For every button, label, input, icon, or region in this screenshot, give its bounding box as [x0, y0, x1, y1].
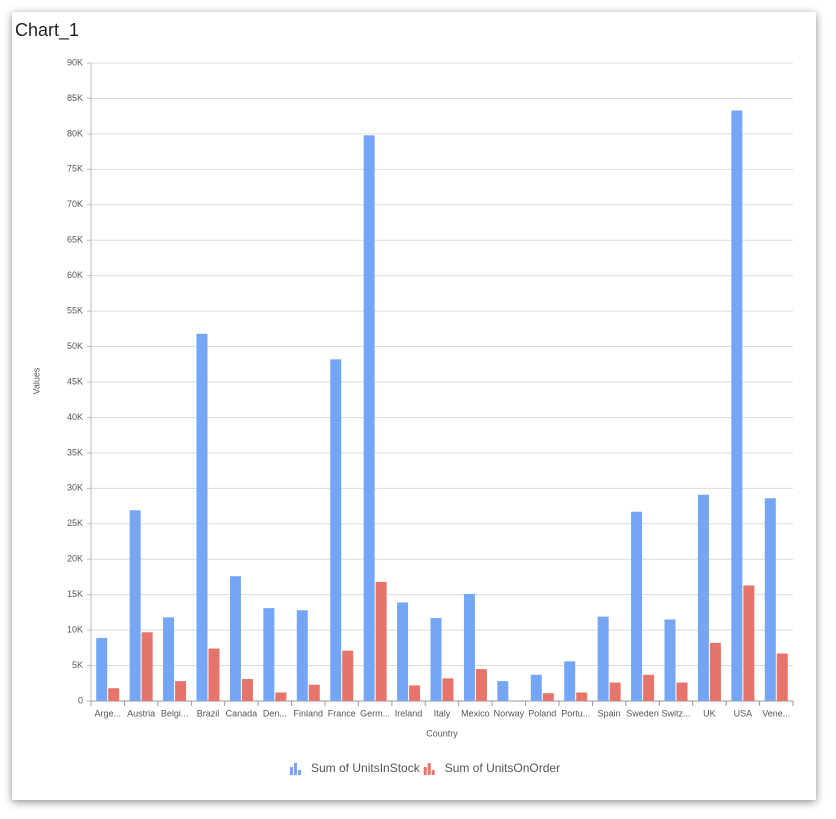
y-tick-label: 45K	[67, 376, 83, 386]
bar	[196, 333, 208, 701]
y-tick-label: 60K	[67, 270, 83, 280]
legend-label: Sum of UnitsOnOrder	[445, 761, 560, 775]
legend-icon	[294, 763, 297, 775]
bar	[208, 648, 220, 701]
bar	[731, 110, 743, 702]
legend-label: Sum of UnitsInStock	[311, 761, 421, 775]
bar	[397, 602, 409, 701]
y-tick-label: 25K	[67, 518, 83, 528]
bar	[542, 693, 554, 701]
legend-icon	[290, 767, 293, 775]
bar	[530, 674, 542, 701]
bar	[229, 576, 241, 701]
x-tick-label: USA	[734, 708, 753, 718]
x-tick-label: France	[328, 708, 356, 718]
y-tick-label: 50K	[67, 341, 83, 351]
bar	[241, 679, 253, 701]
x-tick-label: Canada	[226, 708, 258, 718]
legend-icon	[423, 767, 427, 775]
legend-icon	[431, 770, 435, 775]
x-tick-label: Vene...	[762, 708, 790, 718]
bar	[263, 608, 275, 701]
bar	[475, 669, 487, 701]
y-axis-title: Values	[31, 367, 41, 394]
y-tick-label: 30K	[67, 483, 83, 493]
y-tick-label: 10K	[67, 624, 83, 634]
chart-title: Chart_1	[15, 20, 80, 40]
bar	[129, 510, 141, 701]
y-tick-label: 70K	[67, 199, 83, 209]
y-tick-label: 0	[78, 695, 83, 705]
bar	[497, 681, 509, 701]
bar	[296, 610, 308, 701]
x-tick-label: Finland	[294, 708, 324, 718]
bar	[597, 616, 609, 701]
bar	[275, 692, 287, 701]
bar	[609, 682, 621, 701]
x-axis-title: Country	[426, 728, 458, 738]
bar	[363, 135, 375, 702]
y-tick-label: 35K	[67, 447, 83, 457]
x-tick-label: Ireland	[395, 708, 423, 718]
x-tick-label: Brazil	[197, 708, 220, 718]
bar	[308, 684, 320, 701]
y-tick-label: 5K	[72, 660, 83, 670]
bar	[676, 682, 688, 701]
x-tick-label: Germ...	[360, 708, 390, 718]
x-tick-label: Norway	[494, 708, 525, 718]
bar	[141, 632, 153, 701]
bar	[442, 678, 454, 701]
bar	[743, 585, 755, 701]
x-tick-label: Den...	[263, 708, 287, 718]
bar	[664, 619, 676, 701]
bar	[375, 581, 387, 701]
bar	[463, 593, 475, 701]
y-tick-label: 65K	[67, 235, 83, 245]
bar	[564, 661, 576, 701]
bar	[643, 674, 655, 701]
x-tick-label: Spain	[598, 708, 621, 718]
y-tick-label: 20K	[67, 554, 83, 564]
bar	[709, 642, 721, 701]
y-tick-label: 15K	[67, 589, 83, 599]
x-tick-label: Italy	[434, 708, 451, 718]
bar	[175, 681, 187, 701]
bar	[330, 359, 342, 701]
x-tick-label: Austria	[127, 708, 155, 718]
bar	[430, 618, 442, 701]
legend-icon	[427, 763, 431, 775]
bar	[108, 688, 120, 701]
bar	[342, 650, 354, 701]
x-tick-label: Arge...	[94, 708, 121, 718]
bar	[409, 685, 421, 701]
y-tick-label: 85K	[67, 93, 83, 103]
bar	[576, 692, 588, 701]
x-tick-label: Portu...	[561, 708, 590, 718]
y-tick-label: 80K	[67, 128, 83, 138]
x-tick-label: Sweden	[626, 708, 659, 718]
bar	[776, 653, 788, 701]
legend-icon	[298, 770, 301, 775]
y-tick-label: 90K	[67, 57, 83, 67]
x-tick-label: UK	[703, 708, 716, 718]
y-tick-label: 55K	[67, 305, 83, 315]
bar	[631, 511, 643, 701]
bar	[697, 494, 709, 701]
x-tick-label: Mexico	[461, 708, 490, 718]
y-tick-label: 75K	[67, 164, 83, 174]
bar	[163, 617, 175, 701]
y-tick-label: 40K	[67, 412, 83, 422]
x-tick-label: Switz...	[661, 708, 690, 718]
bar	[764, 498, 776, 701]
x-tick-label: Belgi...	[161, 708, 189, 718]
x-tick-label: Poland	[528, 708, 556, 718]
bar	[96, 637, 108, 701]
